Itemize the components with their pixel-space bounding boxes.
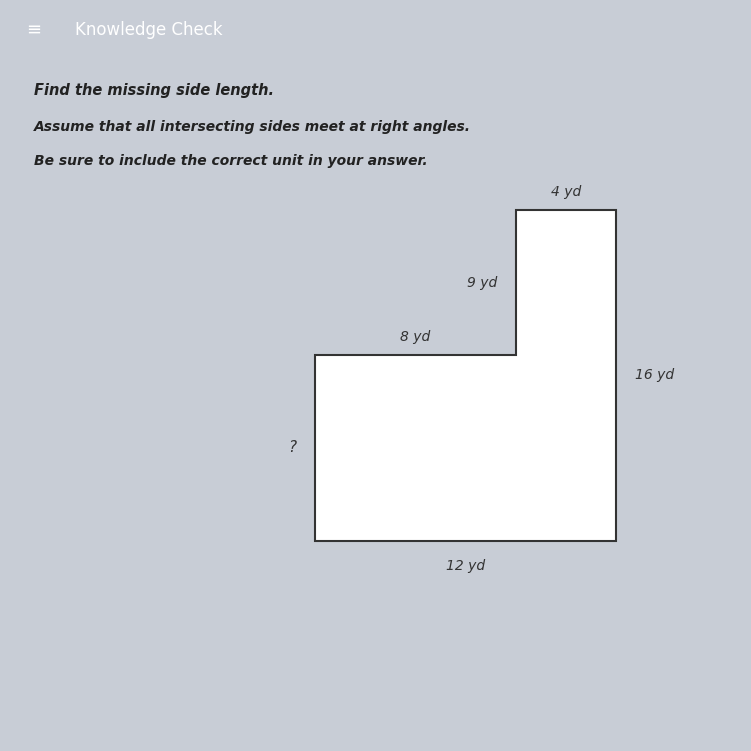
Text: ≡: ≡ [26, 21, 41, 39]
Text: 9 yd: 9 yd [466, 276, 497, 290]
Text: 4 yd: 4 yd [550, 185, 581, 199]
Text: 8 yd: 8 yd [400, 330, 430, 344]
Text: Be sure to include the correct unit in your answer.: Be sure to include the correct unit in y… [34, 154, 427, 168]
Text: 12 yd: 12 yd [446, 559, 485, 574]
Text: ?: ? [288, 440, 297, 455]
Text: Knowledge Check: Knowledge Check [75, 21, 223, 39]
Text: 16 yd: 16 yd [635, 369, 674, 382]
Polygon shape [315, 210, 616, 541]
Text: Find the missing side length.: Find the missing side length. [34, 83, 274, 98]
Text: Assume that all intersecting sides meet at right angles.: Assume that all intersecting sides meet … [34, 120, 471, 134]
